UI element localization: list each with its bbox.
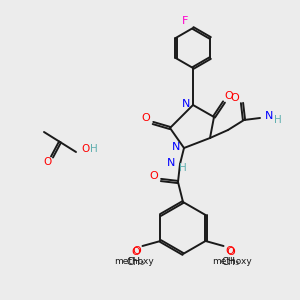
Text: O: O [231,93,239,103]
Text: O: O [225,91,233,101]
Text: O: O [225,246,234,256]
Text: O: O [226,247,235,257]
Text: N: N [167,158,175,168]
Text: CH₃: CH₃ [221,257,240,267]
Text: N: N [265,111,273,121]
Text: N: N [172,142,180,152]
Text: N: N [182,99,190,109]
Text: methoxy: methoxy [115,256,154,266]
Text: O: O [150,171,158,181]
Text: O: O [142,113,150,123]
Text: O: O [131,247,140,257]
Text: methoxy: methoxy [212,256,251,266]
Text: F: F [182,16,188,26]
Text: H: H [274,115,282,125]
Text: O: O [132,246,141,256]
Text: O: O [44,157,52,167]
Text: H: H [90,144,98,154]
Text: CH₃: CH₃ [126,257,145,267]
Text: O: O [81,144,89,154]
Text: H: H [179,163,187,173]
